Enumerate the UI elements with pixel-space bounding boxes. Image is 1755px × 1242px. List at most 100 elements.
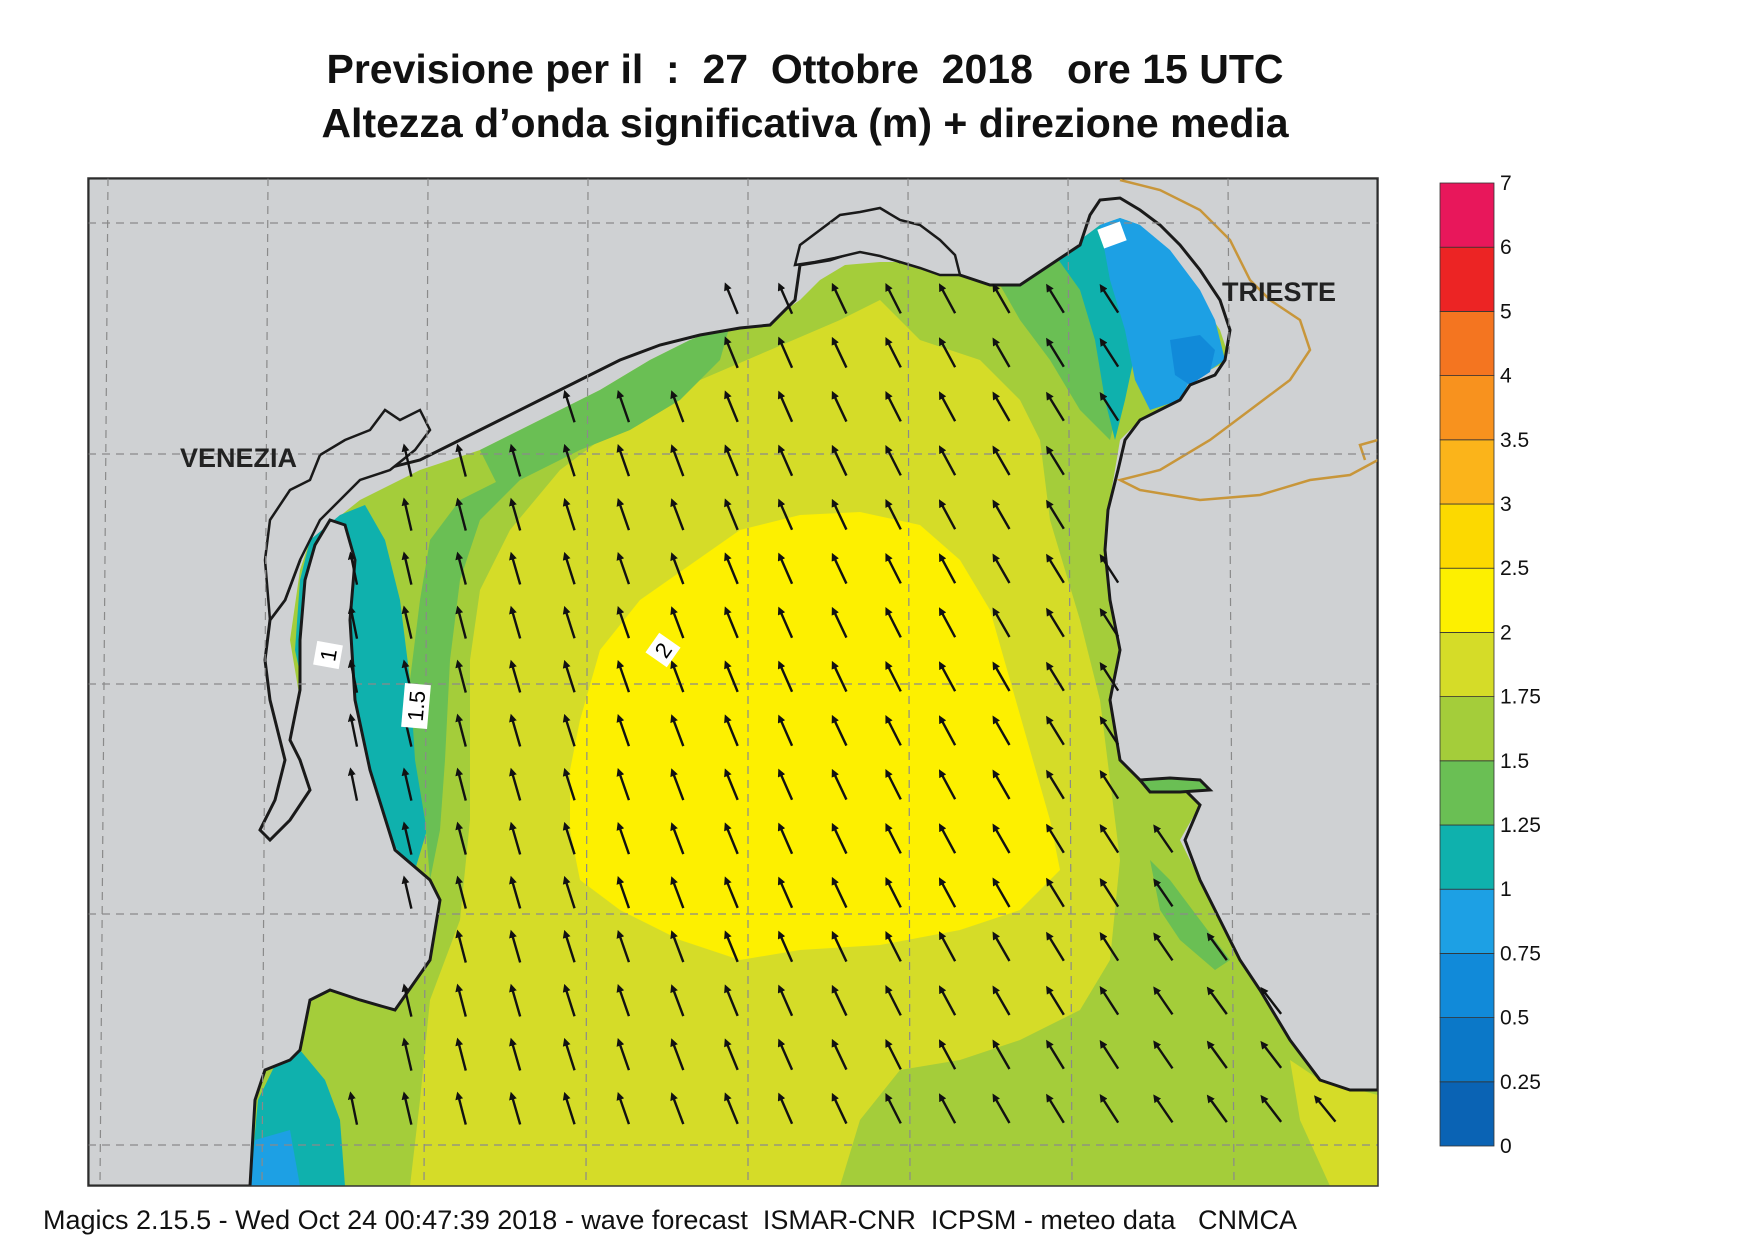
wave-arrow — [831, 714, 848, 747]
map-area: 1 1.5 2 VENEZIA TRIESTE — [88, 178, 1378, 1186]
wave-band-2-25 — [570, 512, 1060, 960]
wave-arrow — [938, 391, 957, 422]
wave-arrow — [992, 661, 1011, 692]
wave-arrow — [831, 984, 848, 1017]
wave-arrow — [670, 1092, 685, 1125]
wave-arrow — [885, 931, 902, 962]
wave-arrow — [509, 497, 522, 531]
wave-arrow — [1046, 283, 1065, 314]
legend-swatch — [1439, 760, 1495, 826]
legend-swatch — [1439, 1017, 1495, 1083]
wave-arrow — [616, 390, 631, 423]
wave-arrow — [992, 445, 1011, 476]
wave-arrow — [724, 606, 739, 639]
wave-arrow — [670, 822, 685, 855]
wave-arrow — [885, 391, 902, 422]
wave-arrow — [885, 499, 902, 530]
legend-label: 1.75 — [1500, 686, 1541, 709]
legend-label: 7 — [1500, 172, 1512, 195]
wave-arrow — [938, 661, 957, 692]
wave-arrow — [1099, 392, 1120, 422]
wave-arrow — [401, 1037, 413, 1071]
wave-arrow — [455, 821, 467, 855]
wave-arrow — [347, 1091, 359, 1125]
legend-swatch — [1439, 824, 1495, 890]
wave-arrow — [509, 551, 522, 585]
wave-arrow — [509, 821, 522, 855]
wave-arrow — [777, 606, 794, 639]
wave-arrow — [1260, 1040, 1283, 1069]
legend-label: 3.5 — [1500, 429, 1529, 452]
wave-arrow — [1260, 1094, 1283, 1123]
wave-arrow — [938, 499, 957, 530]
wave-arrow — [509, 605, 522, 639]
wave-arrow — [562, 605, 576, 639]
wave-arrow — [509, 1091, 522, 1125]
wave-arrow — [938, 1039, 957, 1070]
legend-swatch — [1439, 503, 1495, 569]
wave-arrow — [777, 498, 794, 531]
wave-arrow — [724, 1038, 739, 1071]
wave-arrow — [616, 1038, 631, 1071]
wave-arrow — [1206, 1094, 1228, 1123]
wave-arrow — [724, 930, 739, 963]
wave-arrow — [616, 660, 631, 693]
wave-arrow — [1046, 499, 1065, 530]
wave-arrow — [562, 659, 576, 693]
wave-arrow — [777, 336, 794, 369]
wave-arrow — [724, 876, 739, 909]
legend-label: 0.75 — [1500, 942, 1541, 965]
wave-arrow — [562, 1037, 576, 1071]
wave-arrow — [992, 985, 1011, 1016]
istria-islet — [1136, 776, 1214, 794]
graticule — [88, 178, 1378, 1186]
wave-arrow — [455, 767, 467, 801]
wave-arrow — [670, 1038, 685, 1071]
wave-arrow — [1099, 716, 1120, 746]
wave-arrow — [1153, 1040, 1174, 1070]
wave-arrow — [1046, 931, 1065, 962]
wave-arrow — [455, 443, 467, 477]
wave-arrow — [1260, 986, 1283, 1015]
wave-arrow — [885, 661, 902, 692]
wave-arrow — [724, 660, 739, 693]
wave-arrow — [831, 606, 848, 639]
wave-arrow — [1046, 1093, 1065, 1124]
wave-arrow — [1099, 770, 1120, 800]
map-title-line1: Previsione per il : 27 Ottobre 2018 ore … — [326, 46, 1284, 92]
wave-arrow — [616, 768, 631, 801]
legend-swatch — [1439, 310, 1495, 376]
wave-arrow — [992, 283, 1011, 314]
wave-arrow — [938, 607, 957, 638]
wave-arrow — [401, 605, 413, 639]
wave-arrow — [885, 1093, 902, 1124]
wave-arrow — [724, 552, 739, 585]
wave-arrow — [562, 389, 576, 423]
wave-arrow — [670, 876, 685, 909]
wave-direction-arrows — [347, 282, 1337, 1125]
map-title-line2: Altezza d’onda significativa (m) + direz… — [321, 100, 1289, 146]
wave-arrow — [401, 767, 413, 801]
wave-arrow — [777, 876, 794, 909]
legend-label: 2 — [1500, 621, 1512, 644]
wave-arrow — [992, 1093, 1011, 1124]
wave-arrow — [1314, 1095, 1337, 1123]
wave-arrow — [777, 390, 794, 423]
wave-arrow — [724, 390, 739, 423]
wave-arrow — [347, 605, 359, 639]
wave-arrow — [1153, 932, 1174, 962]
wave-arrow — [616, 876, 631, 909]
wave-arrow — [938, 337, 957, 368]
wave-arrow — [401, 551, 413, 585]
wave-arrow — [562, 929, 576, 963]
wave-arrow — [455, 1037, 467, 1071]
legend-swatch — [1439, 375, 1495, 441]
wave-arrow — [670, 606, 685, 639]
wave-arrow — [562, 875, 576, 909]
wave-arrow — [455, 929, 467, 963]
svg-text:1.5: 1.5 — [403, 690, 431, 723]
wave-arrow — [401, 821, 413, 855]
wave-arrow — [455, 551, 467, 585]
legend-label: 5 — [1500, 300, 1512, 323]
wave-arrow — [1046, 391, 1065, 422]
